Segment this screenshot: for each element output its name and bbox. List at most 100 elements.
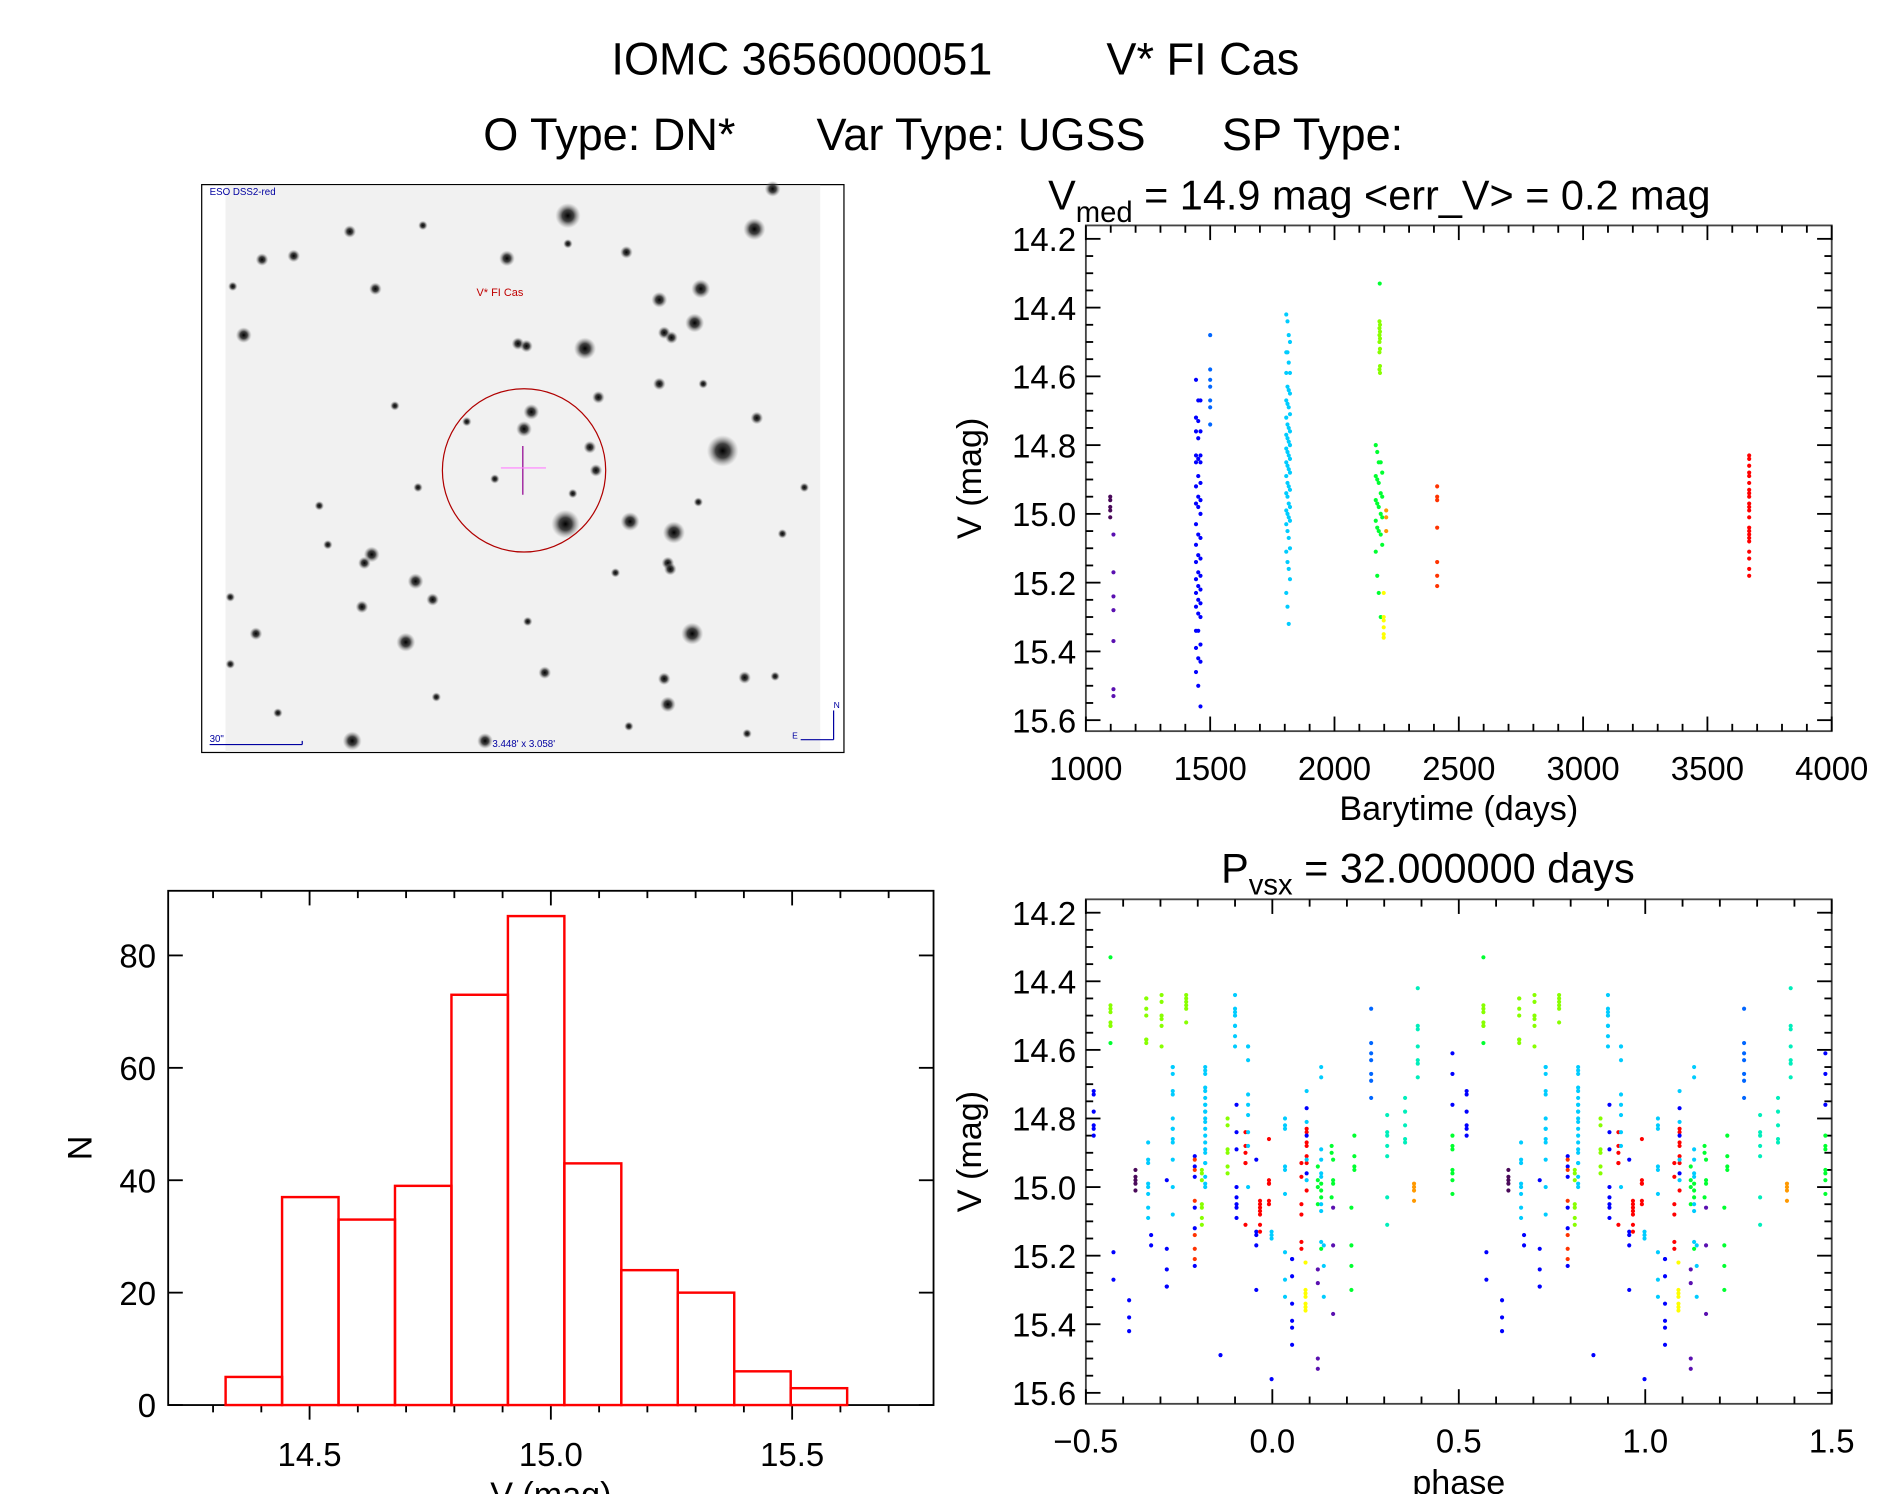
histogram-bar [393, 1184, 453, 1407]
data-point [1557, 996, 1562, 1001]
data-point [1702, 1195, 1707, 1200]
data-point [1208, 377, 1213, 382]
data-point [1377, 336, 1383, 341]
data-point [1519, 1191, 1524, 1197]
data-point [1747, 532, 1752, 537]
data-point [1435, 525, 1440, 530]
phase-curve-chart: Pvsx = 32.000000 days −0.5 0.0 0.5 1.0 1.5 14… [951, 844, 1855, 1494]
data-point [1517, 1040, 1522, 1046]
data-point [1784, 1198, 1790, 1203]
data-point [1319, 1174, 1324, 1179]
data-point [1630, 1209, 1636, 1214]
data-point [1823, 1191, 1828, 1197]
data-point [1196, 504, 1201, 510]
data-point [1198, 614, 1203, 620]
field-size-label: 3.448' x 3.058' [492, 739, 555, 750]
data-point [1572, 1202, 1577, 1207]
data-point [1692, 1181, 1697, 1186]
data-point [1246, 1185, 1251, 1190]
y-tick-label: 80 [119, 938, 156, 975]
data-point [1672, 1212, 1677, 1217]
data-point [1349, 1205, 1354, 1210]
data-point [1703, 1181, 1709, 1186]
data-point [1286, 501, 1291, 506]
data-point [1232, 992, 1238, 998]
data-point [1303, 1260, 1308, 1265]
data-point [1377, 329, 1383, 334]
data-point [1349, 1287, 1354, 1293]
star [426, 593, 439, 606]
data-point [1565, 1263, 1570, 1269]
data-point [1321, 1294, 1326, 1299]
data-point [1091, 1092, 1096, 1097]
y-tick-label: 14.2 [1012, 895, 1076, 932]
data-point [1232, 1034, 1238, 1039]
data-point [1196, 683, 1201, 688]
data-point [1630, 1198, 1636, 1203]
data-point [1192, 1226, 1197, 1231]
data-point [1315, 1267, 1320, 1272]
data-point [1517, 996, 1522, 1001]
star [698, 379, 708, 389]
data-point [1607, 1102, 1612, 1107]
data-point [1146, 1140, 1151, 1145]
star [551, 509, 580, 539]
y-tick-label: 14.8 [1012, 427, 1076, 464]
data-point [1199, 1215, 1204, 1221]
data-point [1257, 1229, 1263, 1234]
data-point [1692, 1075, 1697, 1080]
data-point [1630, 1205, 1636, 1210]
histogram-bar [789, 1386, 849, 1407]
data-point [1282, 1123, 1288, 1128]
data-point [1435, 573, 1440, 578]
data-point [1639, 1202, 1644, 1207]
data-point [1315, 1185, 1320, 1190]
data-point [1543, 1126, 1548, 1131]
data-point [1672, 1202, 1677, 1207]
data-point [1208, 405, 1213, 410]
data-point [1605, 1010, 1611, 1015]
data-point [1108, 508, 1113, 513]
data-point [1676, 1294, 1681, 1299]
x-tick-label: 2500 [1422, 750, 1495, 787]
data-point [1823, 1102, 1828, 1107]
data-point [1605, 1013, 1611, 1018]
data-point [1225, 1147, 1230, 1152]
data-point [1164, 1246, 1169, 1251]
data-point [1218, 1353, 1223, 1358]
data-point [1676, 1287, 1681, 1293]
data-point [1257, 1222, 1263, 1227]
data-point [1435, 494, 1440, 499]
target-label: V* FI Cas [477, 287, 524, 299]
data-point [1377, 322, 1383, 327]
data-point [1565, 1226, 1570, 1231]
data-point [1481, 1040, 1486, 1046]
data-point [1464, 1123, 1469, 1128]
data-point [1282, 1294, 1288, 1299]
title-v: V [1048, 172, 1076, 219]
data-point [1304, 1160, 1309, 1166]
data-point [1184, 1003, 1189, 1008]
data-point [1286, 388, 1291, 393]
data-point [1823, 1147, 1828, 1152]
star [396, 632, 416, 652]
star [255, 253, 269, 266]
data-point [1725, 1154, 1730, 1159]
data-point [1198, 587, 1203, 592]
data-point [1521, 1243, 1527, 1248]
star-field [225, 180, 810, 751]
x-tick-label: 14.5 [278, 1436, 342, 1473]
data-point [1519, 1140, 1524, 1145]
title-p: P [1221, 844, 1249, 891]
y-tick-label: 20 [119, 1275, 156, 1312]
data-point [1605, 1006, 1611, 1011]
data-point [1192, 1157, 1197, 1162]
title-sub-med: med [1076, 197, 1133, 229]
data-point [1198, 480, 1203, 486]
data-point [1639, 1198, 1644, 1203]
data-point [1676, 1305, 1681, 1310]
y-tick-label: 14.8 [1012, 1101, 1076, 1138]
data-point [1484, 1250, 1489, 1255]
data-point [1282, 1116, 1288, 1121]
data-point [1692, 1188, 1697, 1193]
